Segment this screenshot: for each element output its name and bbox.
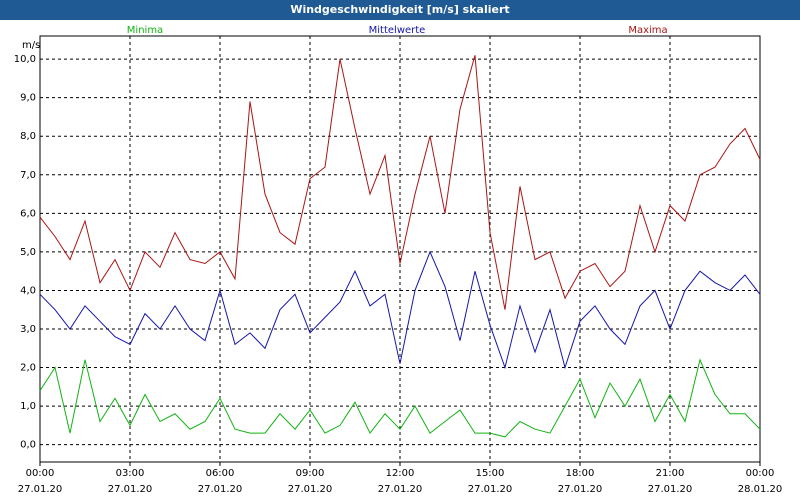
y-tick-label: 6,0 bbox=[20, 208, 36, 219]
x-tick-time-label: 00:00 bbox=[26, 468, 55, 479]
y-tick-label: 9,0 bbox=[20, 93, 36, 104]
x-tick-time-label: 15:00 bbox=[476, 468, 505, 479]
x-tick-time-label: 18:00 bbox=[566, 468, 595, 479]
legend-entry: Mittelwerte bbox=[369, 25, 426, 36]
y-tick-label: 0,0 bbox=[20, 440, 36, 451]
y-tick-label: 8,0 bbox=[20, 131, 36, 142]
legend-entry: Minima bbox=[127, 25, 163, 36]
series-line-minima bbox=[39, 358, 761, 438]
x-tick-date-label: 27.01.20 bbox=[198, 484, 243, 495]
x-tick-date-label: 27.01.20 bbox=[648, 484, 693, 495]
x-tick-labels: 00:00 27.01.20 03:00 27.01.20 06:00 27.01.20 0… bbox=[18, 468, 783, 495]
series-line-maxima bbox=[39, 55, 761, 310]
x-tick-date-label: 27.01.20 bbox=[18, 484, 63, 495]
series-lines bbox=[39, 55, 761, 438]
x-tick-date-label: 27.01.20 bbox=[288, 484, 333, 495]
x-tick-date-label: 27.01.20 bbox=[378, 484, 423, 495]
x-tick-date-label: 27.01.20 bbox=[108, 484, 153, 495]
y-tick-label: 4,0 bbox=[20, 285, 36, 296]
y-tick-label: 1,0 bbox=[20, 401, 36, 412]
series-line-mittelwerte bbox=[39, 250, 761, 370]
y-tick-label: 7,0 bbox=[20, 170, 36, 181]
x-tick-time-label: 00:00 bbox=[746, 468, 775, 479]
y-tick-label: 10,0 bbox=[14, 54, 36, 65]
x-tick-time-label: 09:00 bbox=[296, 468, 325, 479]
x-tick-date-label: 27.01.20 bbox=[468, 484, 513, 495]
x-tick-time-label: 21:00 bbox=[656, 468, 685, 479]
chart-title: Windgeschwindigkeit [m/s] skaliert bbox=[0, 0, 800, 20]
x-tick-date-label: 28.01.20 bbox=[738, 484, 783, 495]
chart-canvas: m/s 0,0 1,0 2,0 3,0 4,0 5,0 6,0 7,0 8,0 9,0 10,0 0… bbox=[14, 25, 783, 495]
x-tick-time-label: 12:00 bbox=[386, 468, 415, 479]
y-tick-label: 3,0 bbox=[20, 324, 36, 335]
y-axis-label: m/s bbox=[22, 40, 40, 51]
legend-entry: Maxima bbox=[628, 25, 667, 36]
x-tick-time-label: 03:00 bbox=[116, 468, 145, 479]
y-tick-label: 2,0 bbox=[20, 363, 36, 374]
x-tick-time-label: 06:00 bbox=[206, 468, 235, 479]
x-tick-date-label: 27.01.20 bbox=[558, 484, 603, 495]
y-tick-label: 5,0 bbox=[20, 247, 36, 258]
y-tick-labels: 0,0 1,0 2,0 3,0 4,0 5,0 6,0 7,0 8,0 9,0 10,0 bbox=[14, 54, 36, 451]
grid-lines bbox=[39, 36, 761, 466]
legend: Minima Mittelwerte Maxima bbox=[127, 25, 668, 36]
plot-frame bbox=[39, 35, 761, 463]
